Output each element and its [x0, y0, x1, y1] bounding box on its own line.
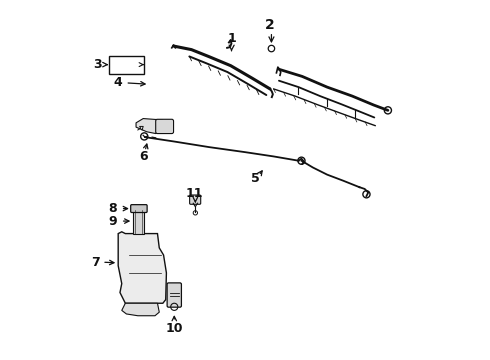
Text: 11: 11 [185, 187, 203, 200]
FancyBboxPatch shape [131, 204, 147, 212]
Text: 2: 2 [265, 18, 275, 32]
FancyBboxPatch shape [167, 283, 181, 307]
FancyBboxPatch shape [156, 119, 173, 134]
FancyBboxPatch shape [190, 195, 201, 204]
Text: 3: 3 [94, 58, 102, 71]
Polygon shape [122, 303, 159, 316]
Polygon shape [118, 232, 167, 303]
Text: 4: 4 [113, 76, 122, 89]
Text: 7: 7 [91, 256, 100, 269]
Text: 5: 5 [251, 172, 260, 185]
Bar [133, 210, 144, 234]
Text: 8: 8 [108, 202, 117, 215]
Text: 9: 9 [108, 215, 117, 228]
Text: 6: 6 [139, 150, 147, 163]
Polygon shape [136, 118, 167, 134]
Text: 1: 1 [227, 32, 236, 51]
Text: 10: 10 [166, 322, 183, 335]
Bar [109, 57, 144, 73]
